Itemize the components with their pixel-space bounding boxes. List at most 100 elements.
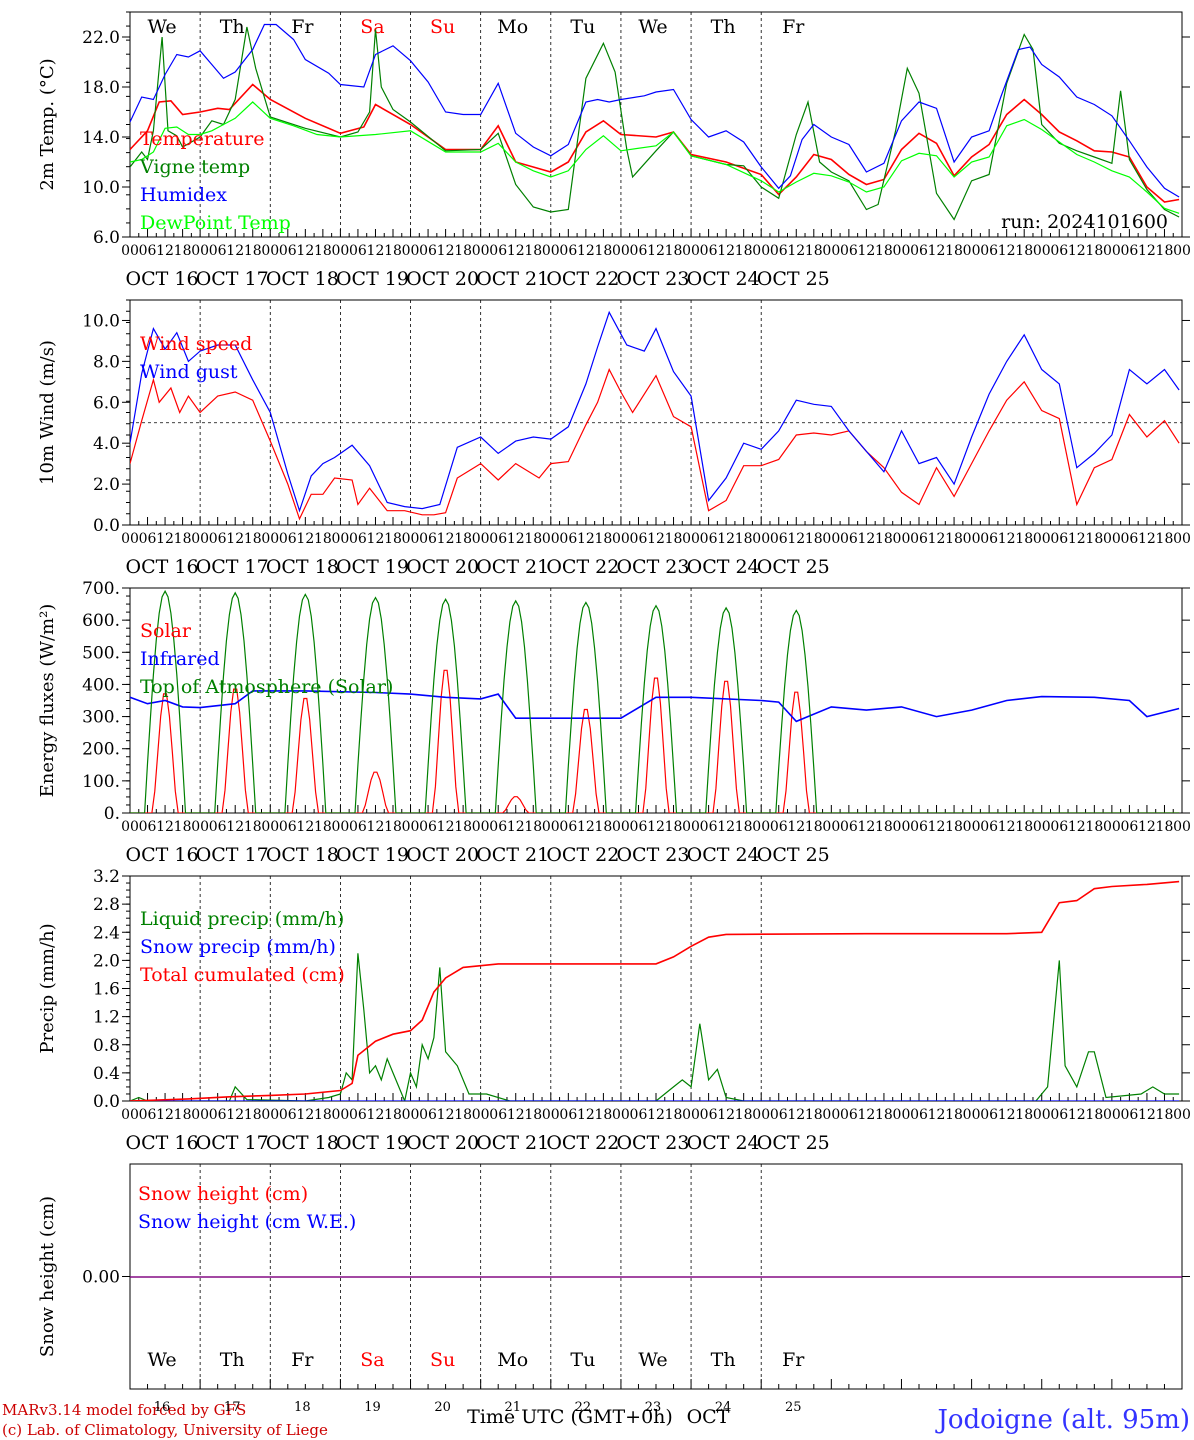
hour-tick-label: 00 (893, 819, 911, 835)
hour-tick-label: 18 (174, 243, 192, 259)
hour-tick-label: 12 (226, 819, 244, 835)
hour-tick-label: 00 (1173, 531, 1191, 547)
hour-tick-label: 00 (542, 819, 560, 835)
hour-tick-label: 12 (1068, 819, 1086, 835)
day-number-label: 20 (434, 1400, 451, 1415)
hour-tick-label: 06 (630, 531, 648, 547)
hour-tick-label: 18 (594, 819, 612, 835)
hour-tick-label: 12 (1138, 531, 1156, 547)
weekday-label: Mo (497, 16, 528, 38)
weekday-label: We (147, 1349, 176, 1371)
hour-tick-label: 12 (928, 243, 946, 259)
date-label: OCT 20 (406, 268, 479, 290)
series-top-of-atmosphere-solar (130, 589, 1180, 813)
hour-tick-label: 12 (226, 1107, 244, 1123)
hour-tick-label: 12 (156, 531, 174, 547)
hour-tick-label: 00 (612, 819, 630, 835)
hour-tick-label: 18 (1156, 819, 1174, 835)
y-tick-label: 1.2 (93, 1008, 120, 1028)
series-dewpoint-temp (130, 101, 1180, 214)
hour-tick-label: 00 (682, 819, 700, 835)
legend-entry: Top of Atmosphere (Solar) (140, 676, 393, 698)
y-tick-label: 300. (82, 708, 120, 728)
hour-tick-label: 12 (156, 819, 174, 835)
hour-tick-label: 06 (209, 531, 227, 547)
date-label: OCT 24 (687, 268, 760, 290)
weekday-label: Th (711, 1349, 736, 1371)
y-tick-label: 500. (82, 643, 120, 663)
hour-tick-label: 00 (472, 243, 490, 259)
series-group (130, 880, 1180, 1101)
panel-3: 0. 100. 200. 300. 400. 500. 600. 700. Energy flu… (37, 579, 1191, 866)
hour-tick-label: 00 (752, 1107, 770, 1123)
hour-tick-label: 06 (1050, 243, 1068, 259)
hour-tick-label: 06 (559, 819, 577, 835)
hour-tick-label: 18 (524, 819, 542, 835)
hour-tick-label: 00 (121, 1107, 139, 1123)
hour-tick-label: 00 (1173, 819, 1191, 835)
hour-tick-label: 12 (787, 1107, 805, 1123)
hour-tick-label: 06 (700, 243, 718, 259)
hour-tick-label: 12 (787, 819, 805, 835)
hour-tick-label: 06 (419, 819, 437, 835)
weekday-label: Fr (782, 16, 805, 38)
hour-tick-label: 12 (577, 819, 595, 835)
hour-tick-label: 12 (507, 243, 525, 259)
weekday-label: Fr (782, 1349, 805, 1371)
credit-line-2: (c) Lab. of Climatology, University of L… (2, 1421, 328, 1439)
y-tick-label: 22.0 (82, 28, 120, 48)
hour-tick-label: 06 (1050, 531, 1068, 547)
hour-tick-label: 12 (998, 531, 1016, 547)
hour-tick-label: 00 (822, 243, 840, 259)
hour-tick-label: 00 (472, 531, 490, 547)
hour-tick-label: 12 (1068, 243, 1086, 259)
date-label: OCT 19 (336, 1132, 409, 1154)
hour-tick-label: 18 (524, 243, 542, 259)
date-label: OCT 22 (546, 556, 619, 578)
hour-tick-label: 18 (524, 1107, 542, 1123)
date-label: OCT 16 (126, 1132, 199, 1154)
hour-tick-label: 18 (454, 243, 472, 259)
hour-tick-label: 12 (1138, 819, 1156, 835)
hour-tick-label: 06 (489, 1107, 507, 1123)
hour-tick-label: 18 (945, 1107, 963, 1123)
weekday-label: Sa (360, 1349, 384, 1371)
hour-tick-label: 12 (1138, 243, 1156, 259)
hour-tick-label: 18 (945, 819, 963, 835)
legend-entry: Temperature (140, 128, 264, 150)
hour-tick-label: 00 (752, 243, 770, 259)
hour-tick-label: 00 (121, 243, 139, 259)
hour-tick-label: 18 (1085, 531, 1103, 547)
hour-tick-label: 18 (594, 243, 612, 259)
y-tick-label: 0.8 (93, 1036, 120, 1056)
hour-tick-label: 18 (384, 819, 402, 835)
date-label: OCT 25 (757, 556, 830, 578)
hour-tick-label: 06 (910, 531, 928, 547)
y-axis-label: Precip (mm/h) (37, 923, 58, 1053)
hour-tick-label: 06 (1050, 1107, 1068, 1123)
hour-tick-label: 00 (542, 531, 560, 547)
hour-tick-label: 18 (174, 819, 192, 835)
hour-tick-label: 18 (665, 1107, 683, 1123)
hour-tick-label: 18 (945, 243, 963, 259)
hour-tick-label: 06 (1120, 531, 1138, 547)
hour-tick-label: 00 (472, 819, 490, 835)
hour-tick-label: 18 (314, 819, 332, 835)
hour-tick-label: 12 (437, 531, 455, 547)
hour-tick-label: 00 (682, 243, 700, 259)
hour-tick-label: 00 (1103, 243, 1121, 259)
y-tick-label: 2.0 (93, 475, 120, 495)
weekday-label: Sa (360, 16, 384, 38)
hour-tick-label: 12 (156, 1107, 174, 1123)
series-liquid-precip-mm-h (130, 953, 1180, 1101)
hour-tick-label: 12 (367, 1107, 385, 1123)
hour-tick-label: 18 (244, 1107, 262, 1123)
y-tick-label: 0.0 (93, 1092, 120, 1112)
hour-tick-label: 00 (261, 243, 279, 259)
hour-tick-label: 06 (980, 243, 998, 259)
hour-tick-label: 06 (1050, 819, 1068, 835)
legend-entry: Wind speed (140, 333, 252, 355)
hour-tick-label: 00 (1103, 1107, 1121, 1123)
hour-tick-label: 18 (454, 531, 472, 547)
date-label: OCT 23 (616, 844, 689, 866)
